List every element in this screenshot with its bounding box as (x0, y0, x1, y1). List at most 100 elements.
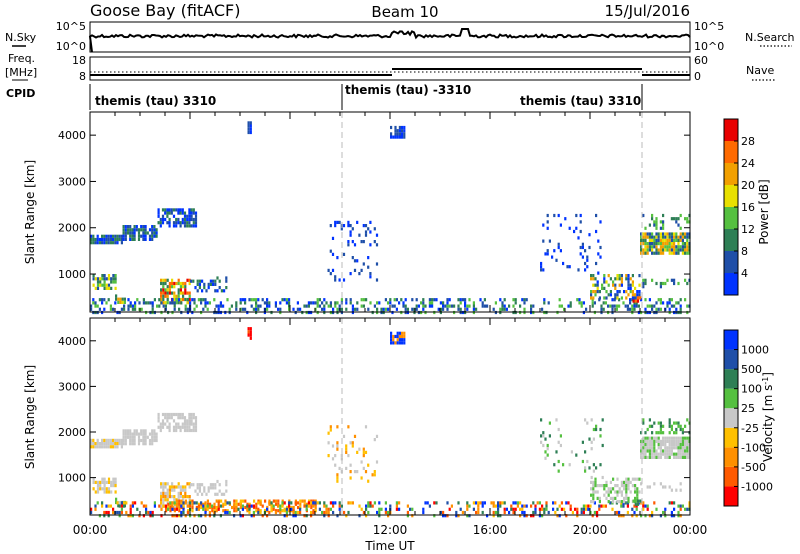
heatmap-cell (138, 301, 141, 305)
heatmap-cell (259, 501, 262, 505)
heatmap-cell (557, 469, 560, 473)
heatmap-cell (96, 277, 100, 281)
heatmap-cell (362, 510, 365, 515)
heatmap-cell (613, 298, 616, 302)
heatmap-cell (173, 514, 176, 518)
heatmap-cell (648, 452, 651, 456)
heatmap-cell (190, 428, 193, 433)
heatmap-cell (499, 307, 502, 311)
heatmap-cell (428, 304, 431, 308)
heatmap-cell (157, 208, 160, 212)
heatmap-cell (657, 298, 660, 302)
heatmap-cell (387, 510, 390, 515)
heatmap-cell (248, 507, 251, 511)
heatmap-cell (172, 419, 176, 423)
heatmap-cell (668, 443, 671, 447)
heatmap-cell (135, 225, 138, 229)
nave-tick-bottom: 0 (694, 70, 701, 83)
heatmap-cell (184, 488, 187, 492)
heatmap-cell (477, 504, 480, 508)
nsky-label: N.Sky (5, 31, 37, 44)
heatmap-cell (406, 514, 409, 518)
heatmap-cell (538, 501, 541, 505)
heatmap-cell (403, 132, 406, 136)
heatmap-cell (586, 459, 589, 464)
heatmap-cell (657, 421, 660, 425)
heatmap-cell (453, 304, 456, 308)
heatmap-cell (148, 234, 152, 238)
heatmap-cell (155, 234, 158, 238)
heatmap-cell (446, 301, 449, 305)
heatmap-cell (598, 496, 601, 500)
heatmap-cell (285, 298, 288, 302)
heatmap-cell (544, 450, 547, 454)
heatmap-cell (401, 338, 404, 342)
heatmap-cell (168, 285, 171, 289)
heatmap-cell (634, 296, 637, 300)
heatmap-cell (195, 505, 198, 510)
heatmap-cell (670, 501, 673, 505)
heatmap-cell (657, 436, 660, 440)
heatmap-cell (188, 211, 191, 215)
heatmap-cell (576, 298, 579, 302)
heatmap-cell (157, 214, 160, 218)
heatmap-cell (523, 514, 526, 518)
heatmap-cell (673, 232, 676, 236)
heatmap-cell (679, 482, 682, 486)
heatmap-cell (675, 251, 678, 255)
heatmap-cell (581, 242, 584, 246)
heatmap-cell (601, 286, 604, 290)
velocity-colorbar-label: Velocity [m s-1] (761, 372, 775, 462)
heatmap-cell (279, 307, 282, 311)
heatmap-cell (616, 493, 619, 497)
heatmap-cell (90, 445, 93, 449)
heatmap-cell (521, 510, 524, 515)
heatmap-cell (384, 307, 387, 311)
heatmap-cell (559, 223, 562, 227)
heatmap-cell (634, 299, 637, 303)
heatmap-cell (182, 507, 185, 511)
heatmap-cell (192, 428, 195, 433)
heatmap-cell (334, 304, 337, 308)
heatmap-cell (585, 504, 588, 508)
heatmap-cell (201, 492, 204, 496)
heatmap-cell (168, 217, 171, 222)
heatmap-cell (673, 251, 676, 255)
heatmap-cell (514, 507, 517, 511)
heatmap-cell (636, 493, 639, 497)
heatmap-cell (105, 504, 108, 508)
heatmap-cell (584, 249, 587, 253)
heatmap-cell (514, 298, 517, 302)
heatmap-cell (303, 504, 306, 508)
heatmap-cell (353, 259, 357, 263)
heatmap-cell (115, 500, 118, 505)
heatmap-cell (107, 283, 111, 287)
heatmap-cell (668, 298, 671, 302)
heatmap-cell (168, 416, 171, 420)
heatmap-cell (677, 421, 680, 425)
heatmap-cell (546, 252, 549, 256)
heatmap-cell (122, 228, 125, 232)
heatmap-cell (598, 298, 601, 302)
heatmap-cell (609, 277, 612, 281)
heatmap-cell (177, 294, 180, 298)
heatmap-cell (314, 301, 317, 305)
heatmap-cell (186, 301, 189, 305)
heatmap-cell (394, 341, 397, 345)
heatmap-cell (581, 255, 584, 259)
heatmap-cell (268, 510, 271, 515)
heatmap-cell (149, 510, 152, 515)
heatmap-cell (390, 135, 393, 139)
heatmap-cell (636, 296, 640, 300)
heatmap-cell (596, 510, 599, 515)
heatmap-cell (307, 304, 310, 308)
heatmap-cell (235, 505, 238, 510)
heatmap-cell (103, 484, 106, 488)
heatmap-cell (599, 245, 602, 250)
heatmap-cell (686, 245, 689, 249)
heatmap-cell (290, 507, 293, 511)
heatmap-cell (590, 447, 593, 451)
heatmap-cell (105, 301, 108, 305)
heatmap-cell (396, 132, 399, 136)
heatmap-cell (442, 301, 445, 305)
